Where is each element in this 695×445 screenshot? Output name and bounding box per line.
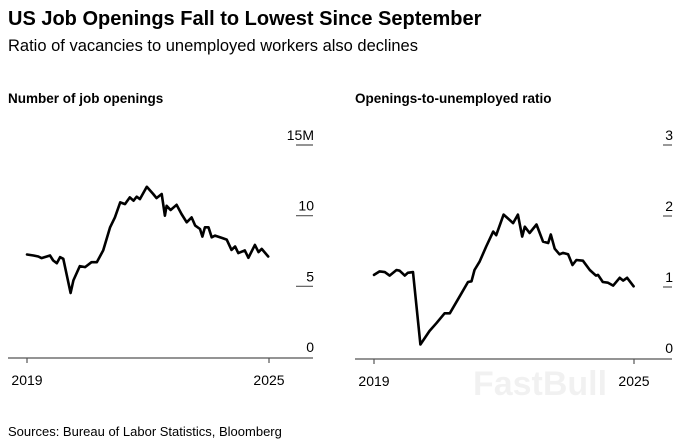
chart-panel-1: 0 5 10 15M 2019 2025 [8, 127, 314, 388]
chart-title: US Job Openings Fall to Lowest Since Sep… [8, 8, 482, 30]
chart-subtitle: Ratio of vacancies to unemployed workers… [8, 37, 418, 55]
y-tick-label: 2 [665, 198, 673, 214]
x-tick-label: 2019 [358, 373, 389, 389]
y-tick-label: 10 [298, 198, 314, 214]
x-tick-label: 2025 [253, 372, 284, 388]
x-tick-label: 2019 [11, 372, 42, 388]
y-tick-label: 1 [665, 269, 673, 285]
y-tick-label: 3 [665, 127, 673, 143]
panel-title-job-openings: Number of job openings [8, 91, 164, 106]
series-line [372, 213, 635, 346]
y-tick-label: 0 [665, 340, 673, 356]
x-tick-label: 2025 [618, 373, 649, 389]
y-tick-label: 15M [287, 127, 314, 143]
watermark: FastBull [473, 365, 607, 403]
series-line [25, 185, 270, 295]
y-tick-label: 5 [306, 268, 314, 284]
chart-panel-2: 0 1 2 3 2019 2025 [355, 127, 673, 389]
source-note: Sources: Bureau of Labor Statistics, Blo… [8, 424, 282, 439]
y-tick-label: 0 [306, 339, 314, 355]
panel-title-ratio: Openings-to-unemployed ratio [355, 91, 552, 106]
